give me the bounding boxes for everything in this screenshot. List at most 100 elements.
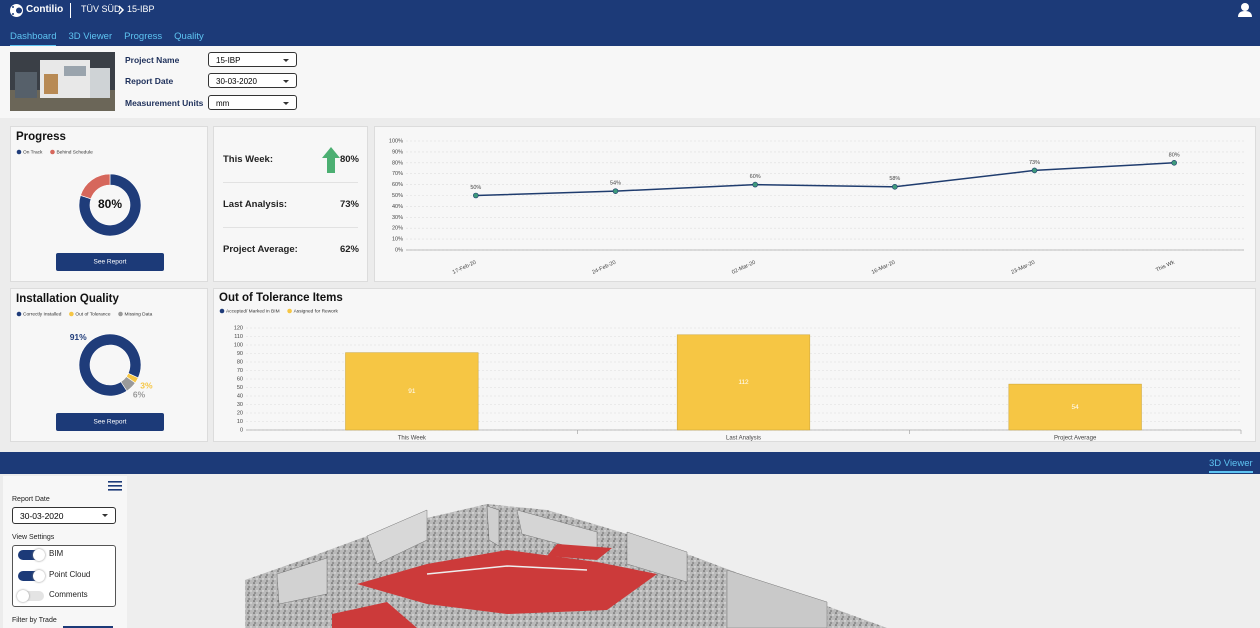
donut-segment xyxy=(78,173,142,237)
quality-donut: Installation Quality Correctly Installed O… xyxy=(16,293,164,431)
donut-segment xyxy=(80,173,111,200)
nav-tab[interactable]: Progress xyxy=(124,31,163,42)
data-label: 54% xyxy=(610,181,621,187)
dropdown[interactable]: 30-03-2020 xyxy=(12,507,116,524)
dropdown-edge xyxy=(63,626,113,628)
nav: Dashboard 3D Viewer Progress Quality xyxy=(10,31,216,47)
marker xyxy=(473,192,479,199)
breadcrumb[interactable]: TÜV SÜD xyxy=(81,4,121,14)
donut-segment xyxy=(78,333,142,397)
panel-label: View Settings xyxy=(12,534,55,541)
stat-value: 80% xyxy=(339,154,359,165)
x-tick-label: Project Average xyxy=(1054,436,1097,441)
nav-tab[interactable]: Quality xyxy=(174,31,204,42)
data-label: 50% xyxy=(470,185,481,191)
view-settings: BIM Point Cloud Comments xyxy=(12,545,116,607)
card-title: Out of Tolerance Items xyxy=(219,292,343,304)
chevron xyxy=(118,5,125,15)
x-tick-label: 23-Mar-20 xyxy=(1010,260,1036,276)
stat-label: Project Average: xyxy=(223,244,298,255)
data-label: 6% xyxy=(133,390,146,400)
menu-icon[interactable] xyxy=(108,481,122,491)
point-cloud-view[interactable] xyxy=(127,474,1260,628)
y-tick-label: 20 xyxy=(237,410,243,416)
logo-icon xyxy=(10,4,23,17)
y-tick-label: 30% xyxy=(392,215,403,221)
panel-label: Filter by Trade xyxy=(12,617,57,624)
y-tick-label: 110 xyxy=(234,334,243,340)
y-tick-label: 100 xyxy=(234,342,243,348)
y-tick-label: 40% xyxy=(392,204,403,210)
see-report-button[interactable] xyxy=(56,253,164,271)
y-tick-label: 90% xyxy=(392,149,403,155)
dropdown[interactable]: mm xyxy=(208,95,297,110)
legend-swatch xyxy=(219,308,225,314)
y-tick-label: 10 xyxy=(237,419,243,425)
legend-label: Accepted/ Marked in BIM xyxy=(226,308,280,314)
progress-line-chart: 0% 10% 20% 30% 40% 50% 60% 70% 80% 90% 100% 17-Feb-… xyxy=(389,138,1244,276)
donut-segment xyxy=(120,376,136,392)
legend-label: Correctly Installed xyxy=(23,311,62,317)
stats-card: This Week: 80% Last Analysis: 73% Projec… xyxy=(213,126,368,282)
breadcrumb[interactable]: 15-IBP xyxy=(127,4,155,14)
nav-tab[interactable]: 3D Viewer xyxy=(68,31,113,42)
toggle-knob xyxy=(17,590,29,602)
progress-donut: Progress On Track Behind Schedule 80% See Re… xyxy=(16,131,164,271)
data-label: 60% xyxy=(750,174,761,180)
filter-label: Project Name xyxy=(125,55,180,65)
y-tick-label: 0% xyxy=(395,247,403,253)
brand: Contilio xyxy=(26,4,64,15)
legend-swatch xyxy=(16,311,22,317)
data-label: 91% xyxy=(70,332,87,342)
dropdown[interactable]: 15-IBP xyxy=(208,52,297,67)
viewer-tab[interactable]: 3D Viewer xyxy=(1209,458,1253,473)
legend-label: Missing Data xyxy=(125,311,153,317)
card: Out of Tolerance Items Accepted/ Marked i… xyxy=(213,288,1256,442)
card: Installation Quality Correctly Installed O… xyxy=(10,288,208,442)
toggle-label: BIM xyxy=(49,549,64,558)
marker xyxy=(752,181,758,188)
toggle-label: Point Cloud xyxy=(49,569,91,579)
up-arrow xyxy=(322,147,340,173)
y-tick-label: 10% xyxy=(392,237,403,243)
bar xyxy=(1008,383,1142,431)
y-tick-label: 80% xyxy=(392,160,403,166)
y-tick-label: 80 xyxy=(237,359,243,365)
y-tick-label: 120 xyxy=(234,325,243,331)
marker xyxy=(892,183,898,190)
dropdown[interactable]: 30-03-2020 xyxy=(208,73,297,88)
y-tick-label: 0 xyxy=(240,427,243,433)
top-bar xyxy=(0,0,1260,46)
x-tick-label: Last Analysis xyxy=(726,436,761,441)
see-report-button[interactable] xyxy=(56,413,164,431)
data-label: 3% xyxy=(140,380,153,390)
button-label[interactable]: See Report xyxy=(94,419,127,426)
y-tick-label: 70% xyxy=(392,171,403,177)
y-tick-label: 50% xyxy=(392,193,403,199)
x-tick-label: This Wk xyxy=(1155,260,1176,274)
viewer-bar xyxy=(0,452,1260,474)
card-title: Installation Quality xyxy=(16,293,119,305)
filter-label: Report Date xyxy=(125,76,174,86)
bar xyxy=(345,352,479,431)
y-tick-label: 90 xyxy=(237,351,243,357)
y-tick-label: 100% xyxy=(389,138,403,144)
user-icon[interactable] xyxy=(1237,2,1253,18)
toggle-knob xyxy=(33,549,45,561)
legend-swatch xyxy=(16,149,22,155)
stat-value: 73% xyxy=(339,199,359,210)
y-tick-label: 20% xyxy=(392,226,403,232)
stat-label: Last Analysis: xyxy=(223,199,288,210)
divider xyxy=(70,3,71,18)
nav-tab[interactable]: Dashboard xyxy=(10,31,57,47)
button-label[interactable]: See Report xyxy=(94,259,127,266)
stat-label: This Week: xyxy=(223,154,273,165)
legend-swatch xyxy=(69,311,74,317)
legend-swatch xyxy=(50,149,55,155)
legend-label: Out of Tolerance xyxy=(75,311,110,317)
toggle-knob xyxy=(33,569,45,582)
x-tick-label: 17-Feb-20 xyxy=(452,260,478,276)
toggle-track xyxy=(18,591,44,601)
stat-value: 62% xyxy=(339,244,359,255)
x-tick-label: 02-Mar-20 xyxy=(731,260,757,276)
